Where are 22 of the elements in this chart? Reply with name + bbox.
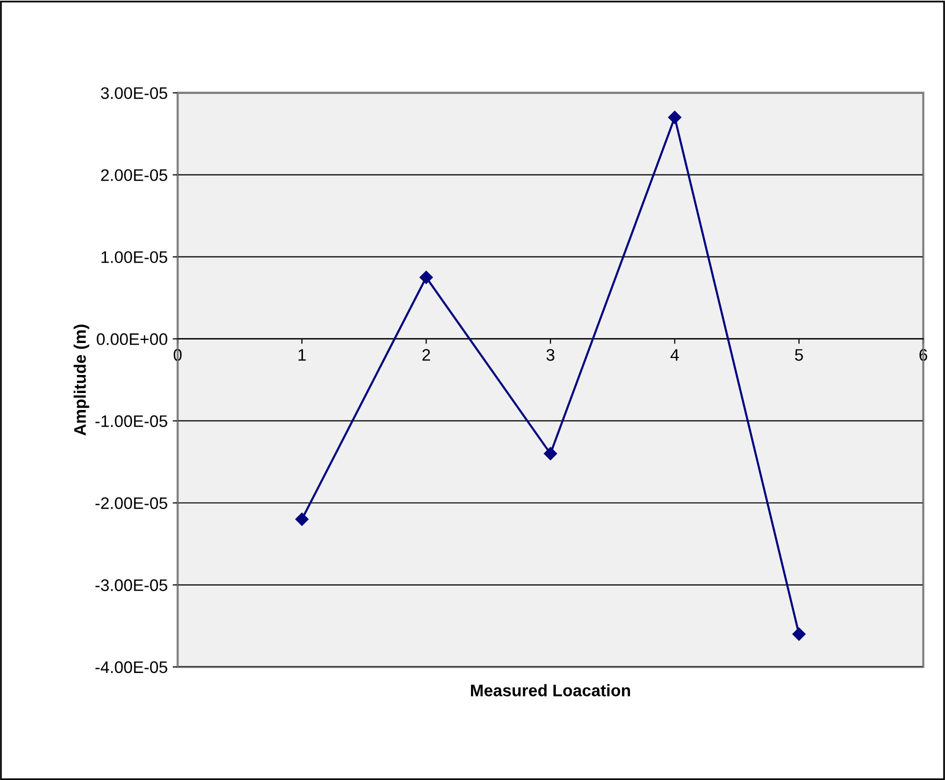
- point: [544, 447, 558, 460]
- x-tick-label: 4: [670, 349, 679, 361]
- y-tick-label: 3.00E-05: [100, 87, 168, 100]
- x-tick-label: 0: [174, 349, 182, 361]
- y-tick-label: -4.00E-05: [95, 661, 168, 674]
- point: [668, 110, 682, 124]
- x-tick-label: 3: [546, 349, 554, 361]
- x-tick-label: 6: [919, 349, 928, 361]
- y-tick-label: 1.00E-05: [102, 251, 168, 264]
- x-axis-title: Measured Loacation: [471, 684, 630, 696]
- point: [792, 628, 806, 641]
- point: [295, 512, 309, 526]
- y-axis-title: Amplitude (m): [74, 324, 90, 436]
- y-tick-label: -1.00E-05: [95, 415, 168, 428]
- y-tick-label: -3.00E-05: [95, 579, 168, 592]
- y-tick-label: 2.00E-05: [101, 169, 168, 182]
- x-tick-label: 2: [422, 349, 430, 361]
- y-tick-label: -2.00E-05: [95, 497, 168, 510]
- point: [420, 270, 433, 284]
- x-tick-label: 5: [795, 349, 803, 361]
- x-tick-label: 1: [298, 349, 306, 361]
- y-tick-label: 0.00E+00: [96, 333, 168, 346]
